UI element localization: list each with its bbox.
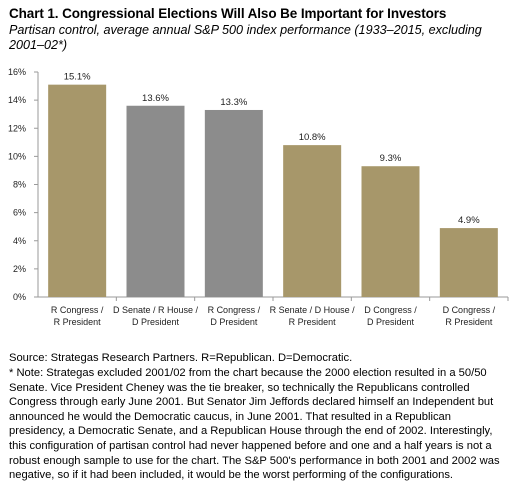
- x-tick-label: R President: [54, 317, 102, 327]
- chart-subtitle: Partisan control, average annual S&P 500…: [9, 23, 482, 52]
- x-tick-label: D President: [367, 317, 415, 327]
- chart-title: Chart 1. Congressional Elections Will Al…: [9, 6, 447, 21]
- y-tick-label: 4%: [13, 236, 26, 246]
- x-tick-label: R Congress /: [208, 305, 261, 315]
- bar-chart: 0% 2% 4% 6% 8% 10% 12% 14% 16% 15.1% R Congress / R…: [8, 67, 509, 327]
- bar: [361, 166, 420, 297]
- bar-value-label: 13.3%: [220, 97, 247, 108]
- x-tick-label: D Senate / R House /: [113, 305, 199, 315]
- x-tick-label: D Congress /: [364, 305, 417, 315]
- bar-value-label: 15.1%: [64, 72, 91, 83]
- bar: [126, 105, 185, 297]
- x-tick-label: R Congress /: [51, 305, 104, 315]
- bar: [48, 84, 107, 297]
- bar-value-label: 10.8%: [299, 132, 326, 143]
- y-tick-label: 14%: [8, 95, 26, 105]
- x-tick-label: D President: [210, 317, 258, 327]
- x-tick-label: R Senate / D House /: [270, 305, 356, 315]
- y-tick-label: 0%: [13, 292, 26, 302]
- bar: [204, 109, 263, 297]
- bar-value-label: 4.9%: [458, 215, 480, 226]
- y-tick-label: 8%: [13, 180, 26, 190]
- bar: [439, 228, 498, 297]
- y-tick-label: 12%: [8, 123, 26, 133]
- x-tick-label: D Congress /: [443, 305, 496, 315]
- y-tick-label: 2%: [13, 264, 26, 274]
- y-tick-label: 10%: [8, 151, 26, 161]
- bar-value-label: 9.3%: [380, 153, 402, 164]
- footnote: * Note: Strategas excluded 2001/02 from …: [9, 367, 500, 482]
- bar-value-label: 13.6%: [142, 93, 169, 104]
- x-tick-label: D President: [132, 317, 180, 327]
- x-tick-label: R President: [445, 317, 493, 327]
- y-tick-label: 16%: [8, 67, 26, 77]
- bar: [283, 145, 342, 297]
- x-tick-label: R President: [289, 317, 337, 327]
- y-tick-label: 6%: [13, 208, 26, 218]
- source-note: Source: Strategas Research Partners. R=R…: [9, 352, 353, 364]
